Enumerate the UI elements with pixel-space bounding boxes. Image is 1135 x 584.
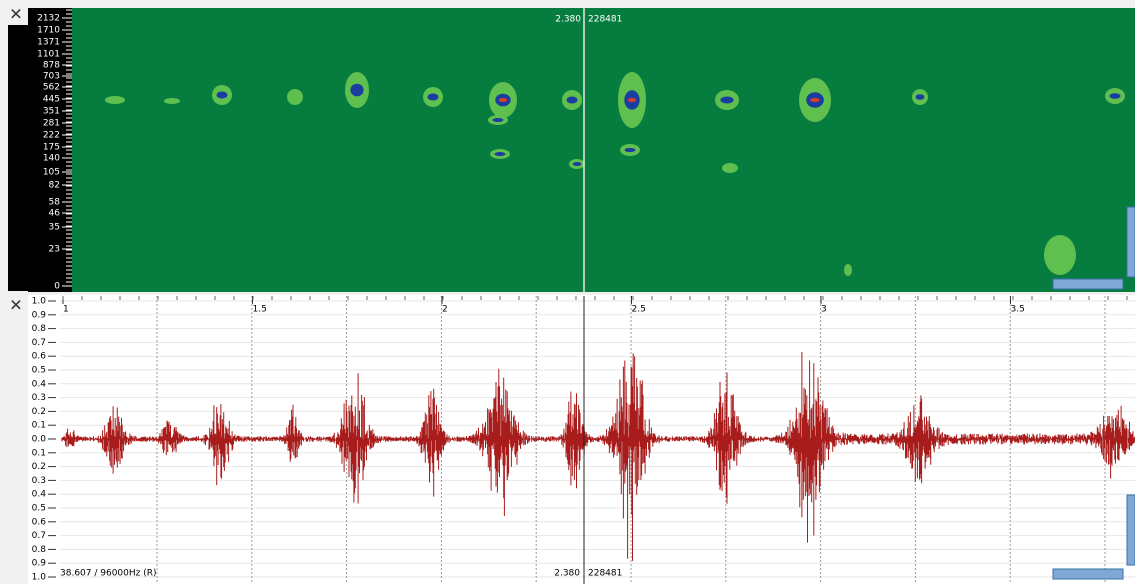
blob-peak	[499, 98, 507, 102]
blob-core	[495, 152, 506, 156]
frequency-label: 351	[43, 107, 60, 117]
frequency-label: 35	[49, 223, 60, 233]
frequency-label: 58	[49, 198, 61, 208]
cursor-time: 2.380	[554, 569, 580, 579]
blob-core	[720, 97, 733, 104]
frequency-label: 175	[43, 143, 60, 153]
blob-core	[567, 97, 578, 104]
close-waveform[interactable]: ✕	[9, 296, 22, 315]
time-label: 2.5	[632, 305, 646, 315]
time-label: 1	[63, 305, 69, 315]
frequency-label: 281	[43, 119, 60, 129]
blob	[844, 264, 852, 276]
blob	[722, 163, 738, 173]
blob-core	[625, 148, 636, 152]
amplitude-label: 1.0	[32, 573, 47, 583]
time-label: 2	[442, 305, 448, 315]
blob-core	[1110, 93, 1121, 99]
blob-core	[428, 94, 439, 101]
blob	[105, 96, 125, 104]
app: {"spectrogram":{"close":"✕","freq_labels…	[0, 0, 1135, 584]
editor: ✕ 2.380 228481 ✕ 38.607 / 96000Hz (R) 2.…	[0, 0, 1135, 584]
blob	[1044, 235, 1076, 275]
amplitude-label: 0.0	[32, 435, 47, 445]
frequency-label: 1371	[37, 38, 60, 48]
amplitude-label: 0.8	[32, 545, 47, 555]
blob-core	[573, 162, 582, 166]
amplitude-label: 0.4	[32, 379, 47, 389]
amplitude-label: 0.6	[32, 352, 47, 362]
frequency-label: 703	[43, 72, 60, 82]
time-label: 3	[821, 305, 827, 315]
frequency-label: 1101	[37, 50, 60, 60]
scroll-thumb[interactable]	[1127, 207, 1135, 277]
frequency-label: 23	[49, 245, 60, 255]
amplitude-label: 0.1	[32, 421, 46, 431]
frequency-label: 445	[43, 95, 60, 105]
frequency-label: 105	[43, 168, 60, 178]
amplitude-label: 0.6	[32, 517, 47, 527]
frequency-label: 46	[49, 209, 61, 219]
scroll-thumb[interactable]	[1127, 495, 1135, 565]
spectrogram	[72, 8, 1135, 292]
amplitude-label: 0.4	[32, 490, 47, 500]
blob-peak	[628, 98, 636, 102]
frequency-label: 222	[43, 131, 60, 141]
cursor-sample: 228481	[588, 569, 622, 579]
time-label: 1.5	[253, 305, 267, 315]
level-bar	[8, 25, 28, 291]
status: 38.607 / 96000Hz (R)	[60, 569, 157, 579]
amplitude-label: 0.2	[32, 462, 46, 472]
amplitude-label: 1.0	[32, 297, 47, 307]
blob	[164, 98, 180, 104]
frequency-label: 1710	[37, 26, 60, 36]
amplitude-label: 0.8	[32, 324, 47, 334]
amplitude-label: 0.1	[32, 448, 46, 458]
frequency-label: 0	[54, 282, 60, 292]
frequency-label: 878	[43, 61, 60, 71]
blob-core	[916, 94, 925, 100]
amplitude-label: 0.7	[32, 338, 46, 348]
frequency-label: 140	[43, 154, 60, 164]
frequency-label: 2132	[37, 14, 60, 24]
blob-core	[350, 84, 363, 97]
scroll-thumb[interactable]	[1053, 569, 1123, 579]
amplitude-label: 0.9	[32, 310, 47, 320]
amplitude-label: 0.3	[32, 476, 46, 486]
amplitude-label: 0.5	[32, 504, 46, 514]
frequency-label: 562	[43, 83, 60, 93]
frequency-label: 82	[49, 181, 60, 191]
amplitude-label: 0.9	[32, 559, 47, 569]
amplitude-label: 0.3	[32, 393, 46, 403]
time-label: 3.5	[1011, 305, 1025, 315]
amplitude-label: 0.5	[32, 366, 46, 376]
cursor-time: 2.380	[555, 15, 581, 25]
amplitude-label: 0.2	[32, 407, 46, 417]
cursor-sample: 228481	[588, 15, 622, 25]
amplitude-label: 0.7	[32, 531, 46, 541]
blob-core	[493, 118, 504, 122]
blob	[287, 89, 303, 105]
blob-core	[217, 92, 228, 99]
close-spectrogram[interactable]: ✕	[9, 5, 22, 24]
blob-peak	[810, 98, 820, 102]
scroll-thumb[interactable]	[1053, 279, 1123, 289]
